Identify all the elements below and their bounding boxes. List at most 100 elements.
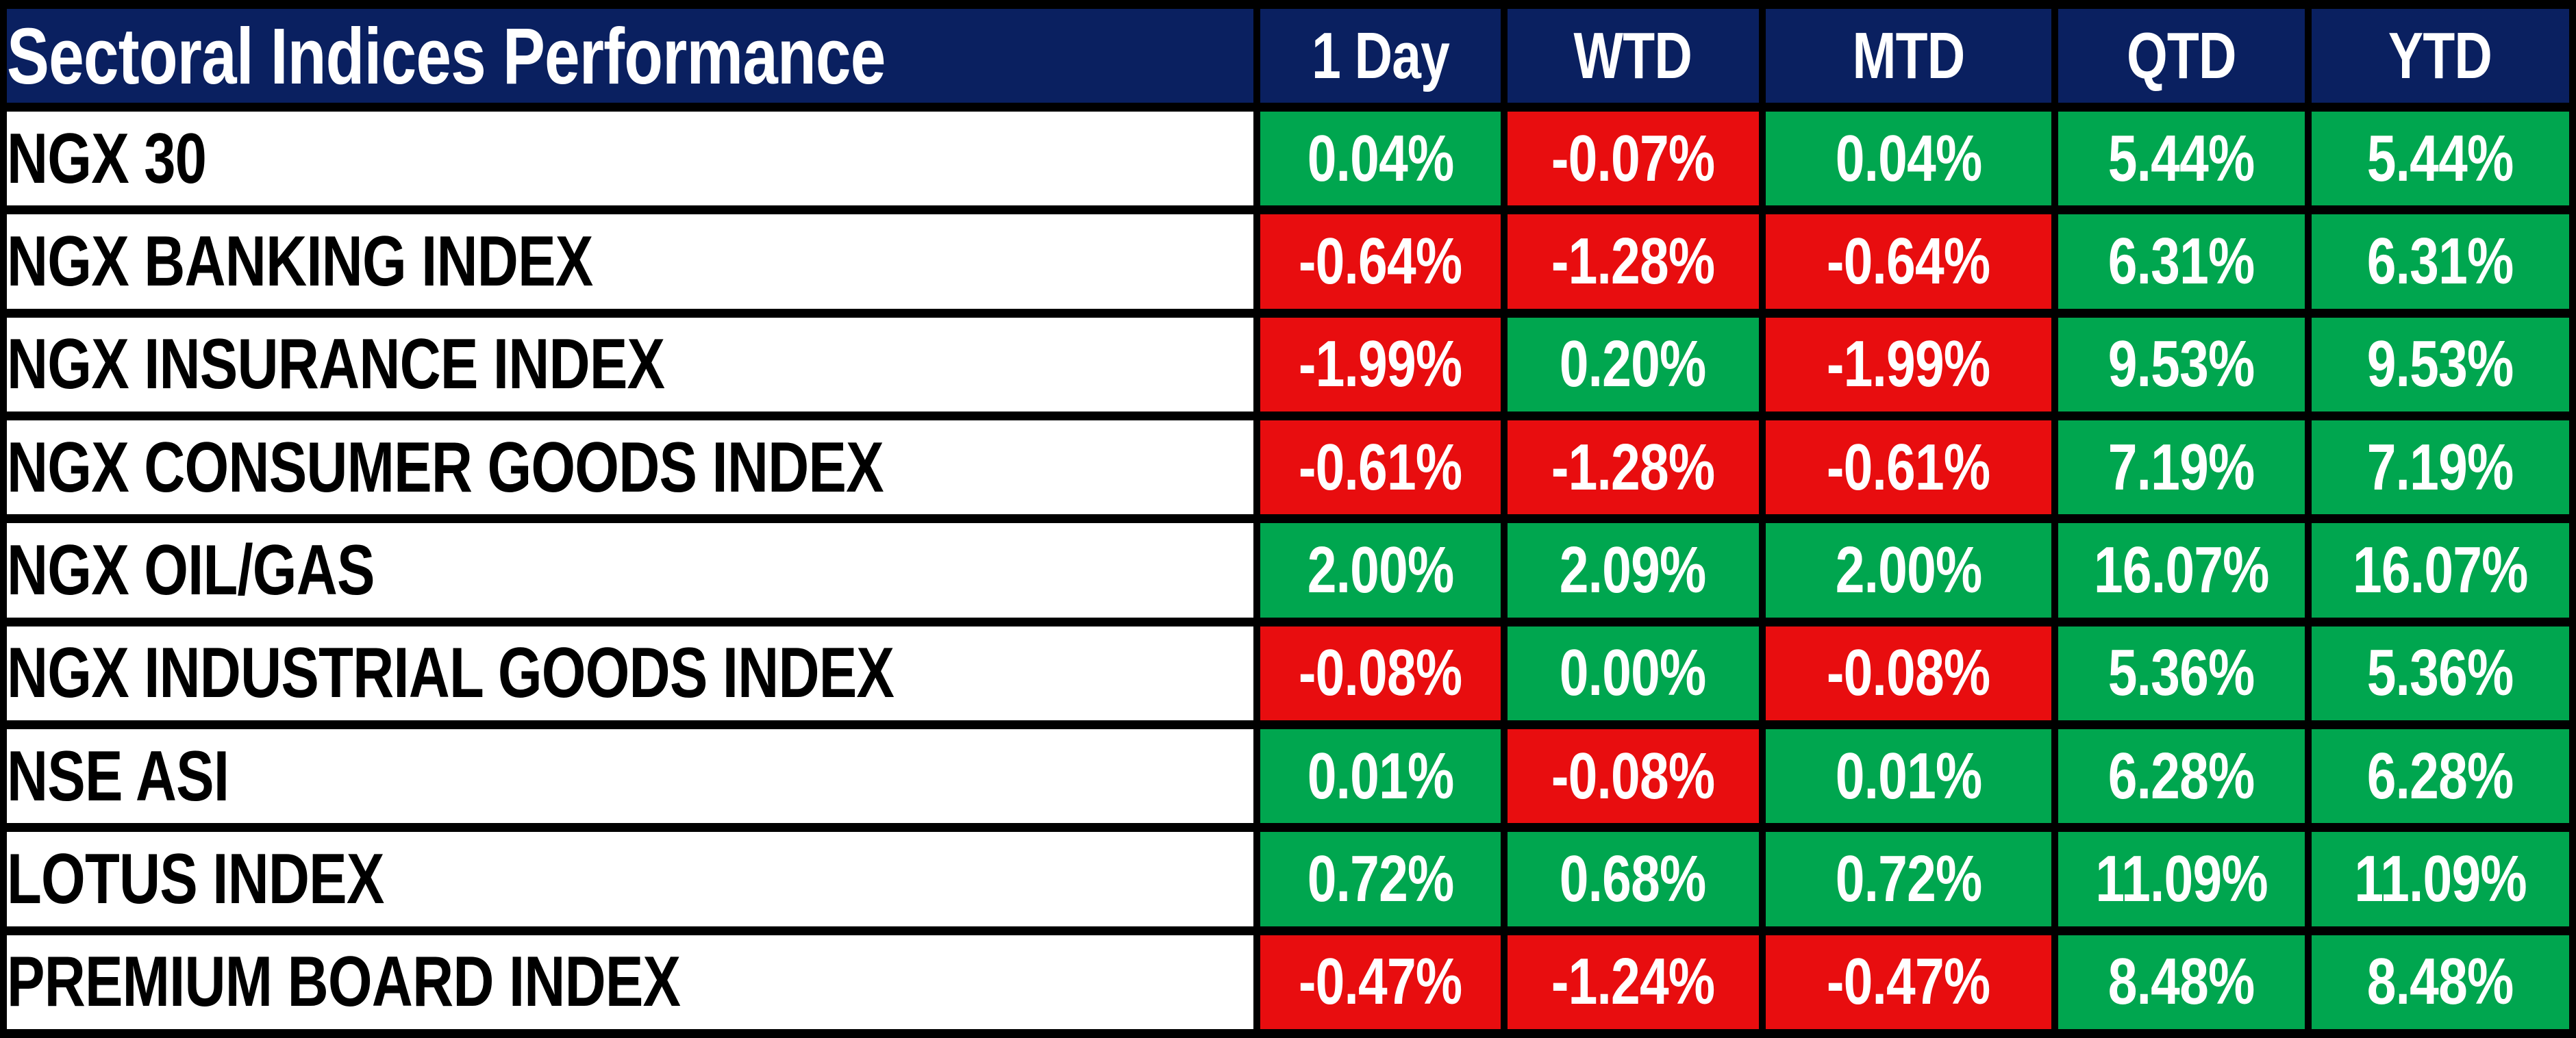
value-cell: 6.28%	[2051, 720, 2312, 833]
value-cell: 0.68%	[1500, 823, 1766, 935]
cell-value-text: -0.08%	[1827, 636, 1990, 710]
cell-value-text: -0.08%	[1551, 739, 1715, 813]
cell-value-text: 5.36%	[2366, 636, 2514, 710]
value-cell: -1.99%	[1253, 308, 1508, 420]
cell-value-text: -1.24%	[1551, 945, 1715, 1019]
cell-value-text: 0.01%	[1835, 739, 1982, 813]
value-cell: 6.28%	[2304, 720, 2576, 833]
value-cell: 5.44%	[2304, 102, 2576, 215]
row-label-text: NGX 30	[7, 118, 207, 199]
cell-value-text: 0.72%	[1835, 841, 1982, 915]
column-header-qtd: QTD	[2051, 0, 2312, 112]
column-header-label: WTD	[1573, 18, 1692, 92]
value-cell: -1.28%	[1500, 205, 1766, 318]
cell-value-text: 9.53%	[2108, 327, 2255, 401]
cell-value-text: 0.20%	[1560, 327, 1707, 401]
value-cell: 0.04%	[1253, 102, 1508, 215]
row-label-text: NGX INDUSTRIAL GOODS INDEX	[7, 633, 895, 713]
cell-value-text: 5.44%	[2108, 121, 2255, 195]
cell-value-text: -0.08%	[1299, 636, 1462, 710]
cell-value-text: 0.04%	[1835, 121, 1982, 195]
cell-value-text: -1.99%	[1827, 327, 1990, 401]
column-header-label: 1 Day	[1312, 18, 1450, 92]
value-cell: -0.08%	[1500, 720, 1766, 833]
row-label: NGX INSURANCE INDEX	[0, 308, 1261, 420]
cell-value-text: -0.07%	[1551, 121, 1715, 195]
column-header-ytd: YTD	[2304, 0, 2576, 112]
cell-value-text: 6.28%	[2108, 739, 2255, 813]
value-cell: 5.36%	[2051, 617, 2312, 729]
cell-value-text: 16.07%	[2352, 533, 2528, 607]
row-label: PREMIUM BOARD INDEX	[0, 926, 1261, 1038]
value-cell: -1.24%	[1500, 926, 1766, 1038]
value-cell: 11.09%	[2304, 823, 2576, 935]
cell-value-text: 0.00%	[1560, 636, 1707, 710]
value-cell: 0.72%	[1758, 823, 2059, 935]
table-row-premium-board: PREMIUM BOARD INDEX -0.47% -1.24% -0.47%…	[0, 926, 2576, 1038]
row-label: NGX 30	[0, 102, 1261, 215]
cell-value-text: 2.00%	[1835, 533, 1982, 607]
value-cell: 9.53%	[2304, 308, 2576, 420]
cell-value-text: 7.19%	[2366, 430, 2514, 504]
row-label-text: LOTUS INDEX	[7, 839, 384, 919]
cell-value-text: -1.28%	[1551, 430, 1715, 504]
value-cell: 16.07%	[2304, 514, 2576, 626]
value-cell: 0.01%	[1253, 720, 1508, 833]
cell-value-text: -0.64%	[1299, 224, 1462, 298]
header-row: Sectoral Indices Performance 1 Day WTD M…	[0, 0, 2576, 112]
cell-value-text: -0.61%	[1299, 430, 1462, 504]
row-label-text: NSE ASI	[7, 736, 229, 816]
row-label-text: NGX BANKING INDEX	[7, 221, 593, 301]
cell-value-text: 9.53%	[2366, 327, 2514, 401]
cell-value-text: 11.09%	[2095, 841, 2268, 915]
row-label: LOTUS INDEX	[0, 823, 1261, 935]
value-cell: -0.61%	[1253, 411, 1508, 524]
value-cell: 0.04%	[1758, 102, 2059, 215]
value-cell: 11.09%	[2051, 823, 2312, 935]
value-cell: 0.72%	[1253, 823, 1508, 935]
row-label-text: NGX OIL/GAS	[7, 530, 375, 610]
row-label: NGX OIL/GAS	[0, 514, 1261, 626]
row-label: NSE ASI	[0, 720, 1261, 833]
value-cell: 6.31%	[2304, 205, 2576, 318]
value-cell: -0.47%	[1758, 926, 2059, 1038]
column-header-label: QTD	[2127, 18, 2237, 92]
cell-value-text: -0.61%	[1827, 430, 1990, 504]
cell-value-text: 11.09%	[2354, 841, 2527, 915]
value-cell: 8.48%	[2051, 926, 2312, 1038]
value-cell: -0.08%	[1253, 617, 1508, 729]
value-cell: 2.09%	[1500, 514, 1766, 626]
value-cell: 6.31%	[2051, 205, 2312, 318]
cell-value-text: 0.01%	[1307, 739, 1455, 813]
cell-value-text: -0.47%	[1827, 945, 1990, 1019]
table-row-ngx-banking: NGX BANKING INDEX -0.64% -1.28% -0.64% 6…	[0, 205, 2576, 318]
cell-value-text: 0.04%	[1307, 121, 1455, 195]
row-label: NGX CONSUMER GOODS INDEX	[0, 411, 1261, 524]
cell-value-text: 8.48%	[2366, 945, 2514, 1019]
table-row-ngx-industrial-goods: NGX INDUSTRIAL GOODS INDEX -0.08% 0.00% …	[0, 617, 2576, 729]
value-cell: 5.36%	[2304, 617, 2576, 729]
value-cell: -0.61%	[1758, 411, 2059, 524]
row-label-text: NGX CONSUMER GOODS INDEX	[7, 427, 884, 507]
cell-value-text: -1.28%	[1551, 224, 1715, 298]
value-cell: -0.47%	[1253, 926, 1508, 1038]
column-header-1day: 1 Day	[1253, 0, 1508, 112]
value-cell: 2.00%	[1758, 514, 2059, 626]
table-row-ngx-oil-gas: NGX OIL/GAS 2.00% 2.09% 2.00% 16.07% 16.…	[0, 514, 2576, 626]
cell-value-text: 5.44%	[2366, 121, 2514, 195]
value-cell: 7.19%	[2051, 411, 2312, 524]
column-header-label: YTD	[2388, 18, 2492, 92]
cell-value-text: 2.09%	[1560, 533, 1707, 607]
table-row-ngx-consumer-goods: NGX CONSUMER GOODS INDEX -0.61% -1.28% -…	[0, 411, 2576, 524]
cell-value-text: 6.28%	[2366, 739, 2514, 813]
value-cell: -0.07%	[1500, 102, 1766, 215]
cell-value-text: 5.36%	[2108, 636, 2255, 710]
cell-value-text: 0.68%	[1560, 841, 1707, 915]
value-cell: -0.64%	[1758, 205, 2059, 318]
column-header-mtd: MTD	[1758, 0, 2059, 112]
column-header-wtd: WTD	[1500, 0, 1766, 112]
table-row-lotus-index: LOTUS INDEX 0.72% 0.68% 0.72% 11.09% 11.…	[0, 823, 2576, 935]
value-cell: 0.00%	[1500, 617, 1766, 729]
value-cell: 9.53%	[2051, 308, 2312, 420]
